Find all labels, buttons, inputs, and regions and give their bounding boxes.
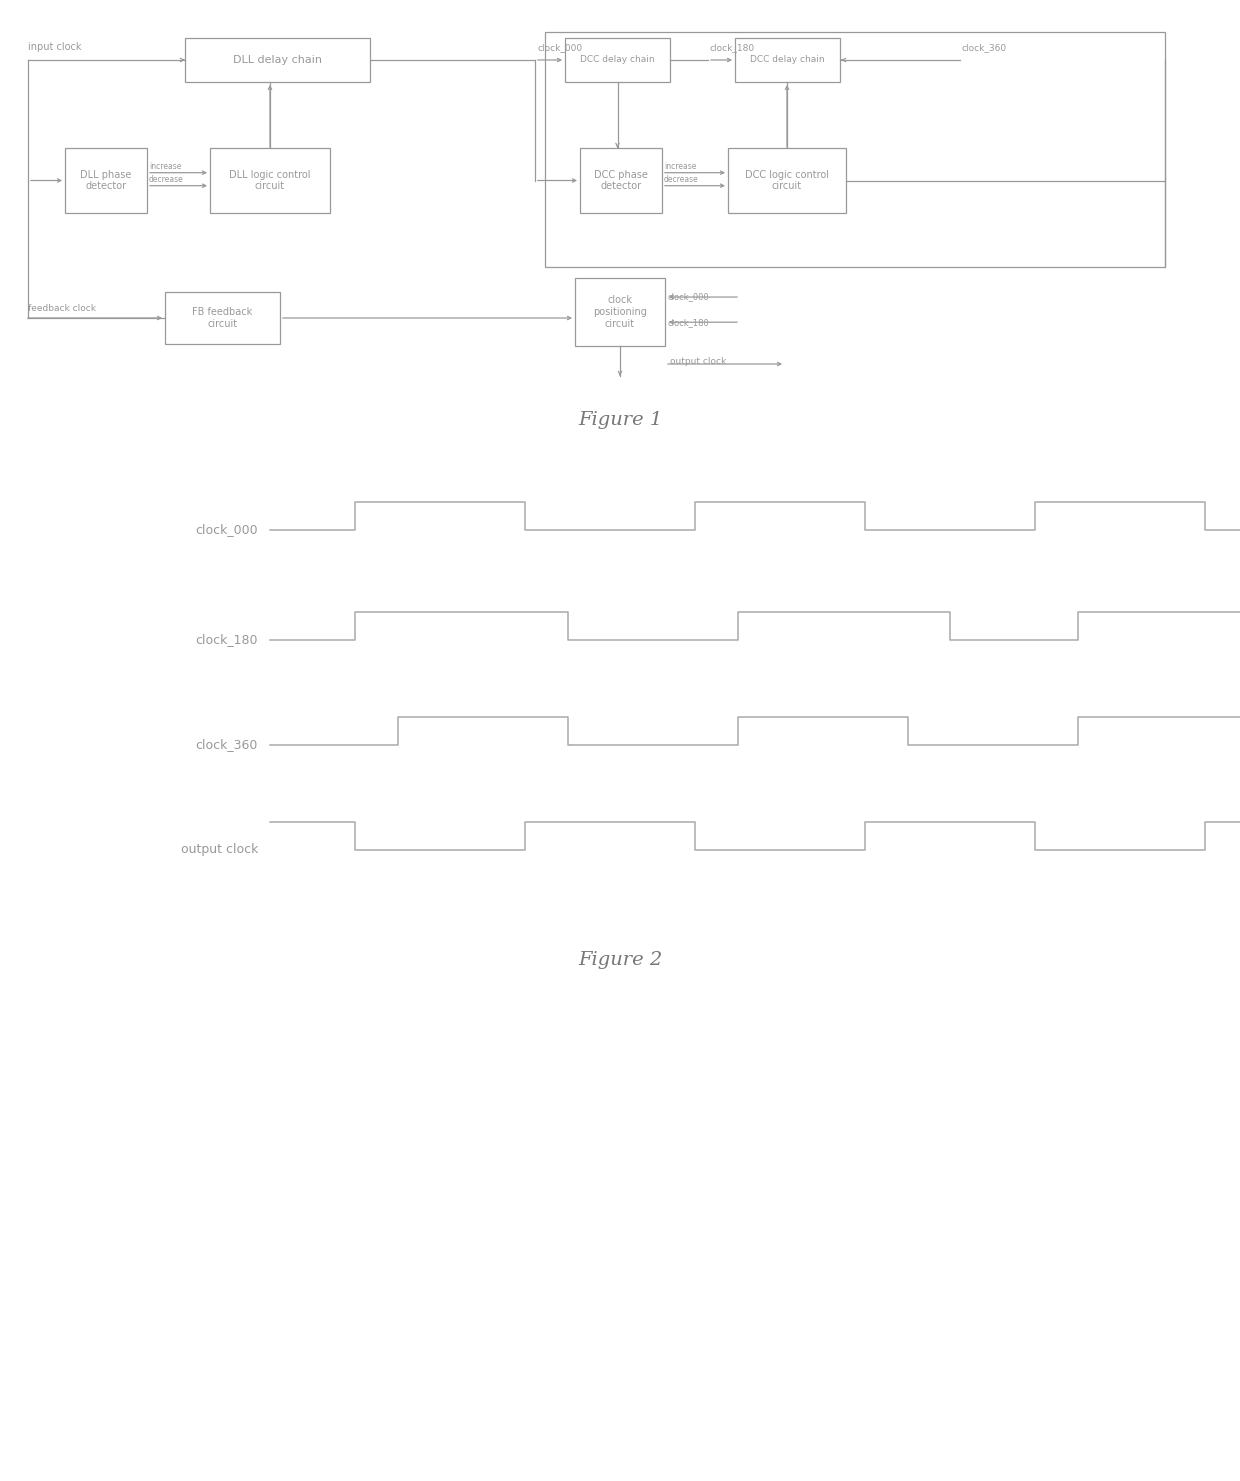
Bar — [64, 148, 148, 213]
Text: output clock: output clock — [181, 844, 258, 856]
Bar — [210, 148, 330, 213]
Bar — [575, 278, 665, 347]
Text: feedback clock: feedback clock — [29, 304, 95, 312]
Text: clock_000: clock_000 — [196, 523, 258, 536]
Text: clock_360: clock_360 — [196, 739, 258, 751]
Text: DLL delay chain: DLL delay chain — [233, 55, 322, 65]
Text: Figure 1: Figure 1 — [578, 412, 662, 429]
Text: clock_180: clock_180 — [668, 318, 709, 327]
Text: decrease: decrease — [149, 175, 184, 184]
Text: DLL phase
detector: DLL phase detector — [81, 170, 131, 191]
Text: clock_000: clock_000 — [668, 293, 709, 302]
Text: clock
positioning
circuit: clock positioning circuit — [593, 295, 647, 329]
Bar — [580, 148, 662, 213]
Text: clock_180: clock_180 — [711, 43, 755, 52]
Text: clock_000: clock_000 — [537, 43, 582, 52]
Bar — [728, 148, 846, 213]
Text: DLL logic control
circuit: DLL logic control circuit — [229, 170, 311, 191]
Bar — [735, 39, 839, 81]
Text: input clock: input clock — [29, 41, 82, 52]
Bar — [565, 39, 670, 81]
Text: output clock: output clock — [670, 357, 727, 366]
Bar — [185, 39, 370, 81]
Text: increase: increase — [149, 161, 181, 170]
Text: decrease: decrease — [663, 175, 699, 184]
Text: DCC delay chain: DCC delay chain — [750, 55, 825, 65]
Bar — [546, 33, 1166, 267]
Text: Figure 2: Figure 2 — [578, 951, 662, 969]
Text: increase: increase — [663, 161, 697, 170]
Text: clock_360: clock_360 — [962, 43, 1007, 52]
Text: clock_180: clock_180 — [196, 634, 258, 647]
Text: DCC logic control
circuit: DCC logic control circuit — [745, 170, 830, 191]
Text: DCC phase
detector: DCC phase detector — [594, 170, 649, 191]
Text: DCC delay chain: DCC delay chain — [580, 55, 655, 65]
Text: FB feedback
circuit: FB feedback circuit — [192, 307, 253, 329]
Bar — [165, 292, 280, 344]
